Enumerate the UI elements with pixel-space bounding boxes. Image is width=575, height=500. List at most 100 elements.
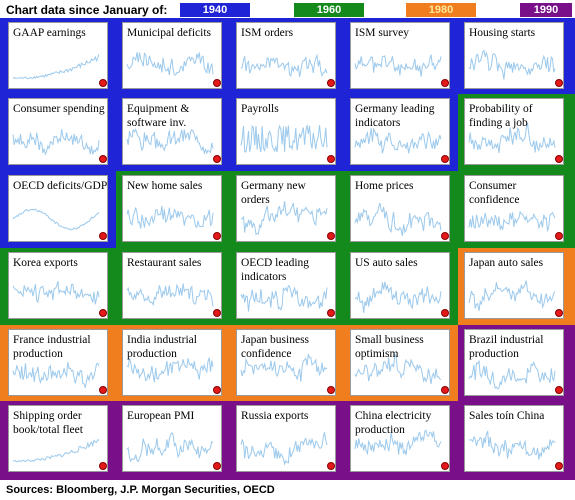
sparkline-chart: [354, 429, 442, 456]
panel-label: Consumer confidence: [469, 180, 520, 206]
panel-us-auto-sales: US auto sales: [350, 252, 450, 319]
panel-label: New home sales: [127, 180, 203, 192]
panel-germany-leading-indicators: Germany leading indicators: [350, 98, 450, 165]
latest-value-marker: [441, 232, 449, 240]
panel-small-business-optimism: Small business optimism: [350, 329, 450, 396]
latest-value-marker: [99, 309, 107, 317]
latest-value-marker: [327, 232, 335, 240]
latest-value-marker: [555, 232, 563, 240]
panel-european-pmi: European PMI: [122, 405, 222, 472]
latest-value-marker: [555, 309, 563, 317]
latest-value-marker: [441, 386, 449, 394]
sparkline-chart: [468, 359, 556, 390]
sparkline-chart: [354, 202, 442, 236]
panel-label: Home prices: [355, 180, 414, 192]
panel-label: France industrial production: [13, 334, 91, 360]
panel-france-industrial-production: France industrial production: [8, 329, 108, 396]
latest-value-marker: [99, 155, 107, 163]
panel-equipment-software-inv: Equipment & software inv.: [122, 98, 222, 165]
sparkline-chart: [468, 123, 556, 153]
panel-label: Sales toín China: [469, 410, 545, 422]
sparkline-series: [126, 52, 214, 76]
sparkline-chart: [354, 353, 442, 384]
sparkline-series: [240, 124, 328, 153]
sparkline-series: [468, 49, 556, 80]
latest-value-marker: [441, 79, 449, 87]
latest-value-marker: [213, 386, 221, 394]
panel-label: ISM survey: [355, 27, 409, 39]
latest-value-marker: [213, 462, 221, 470]
sparkline-chart: [468, 49, 556, 80]
sparkline-chart: [240, 124, 328, 153]
sparkline-series: [354, 202, 442, 236]
sparkline-series: [354, 429, 442, 456]
panel-russia-exports: Russia exports: [236, 405, 336, 472]
panel-label: ISM orders: [241, 27, 294, 39]
panel-new-home-sales: New home sales: [122, 175, 222, 242]
sparkline-series: [240, 352, 328, 382]
sparkline-chart: [354, 127, 442, 154]
latest-value-marker: [327, 462, 335, 470]
panel-germany-new-orders: Germany new orders: [236, 175, 336, 242]
sparkline-series: [126, 432, 214, 463]
sparkline-series: [12, 129, 100, 156]
sparkline-series: [12, 208, 100, 231]
panel-label: Consumer spending: [13, 103, 105, 115]
panel-brazil-industrial-production: Brazil industrial production: [464, 329, 564, 396]
sparkline-series: [468, 280, 556, 312]
latest-value-marker: [213, 79, 221, 87]
panel-label: Germany leading indicators: [355, 103, 435, 129]
sparkline-chart: [126, 128, 214, 155]
panel-municipal-deficits: Municipal deficits: [122, 22, 222, 89]
panel-label: OECD deficits/GDP: [13, 180, 108, 192]
panel-sales-to-n-china: Sales toín China: [464, 405, 564, 472]
panel-label: Restaurant sales: [127, 257, 202, 269]
sparkline-series: [12, 281, 100, 305]
panel-label: GAAP earnings: [13, 27, 86, 39]
panel-shipping-order-book-total-fleet: Shipping order book/total fleet: [8, 405, 108, 472]
panel-china-electricity-production: China electricity production: [350, 405, 450, 472]
latest-value-marker: [441, 155, 449, 163]
sparkline-chart: [126, 283, 214, 307]
sparkline-chart: [240, 53, 328, 78]
panel-label: Brazil industrial production: [469, 334, 544, 360]
legend-swatch-1940: 1940: [180, 3, 250, 17]
sparkline-chart: [126, 52, 214, 76]
latest-value-marker: [555, 386, 563, 394]
panel-label: Probability of finding a job: [469, 103, 533, 129]
sparkline-series: [468, 210, 556, 232]
sparkline-chart: [126, 205, 214, 229]
sparkline-chart: [12, 53, 100, 80]
latest-value-marker: [327, 155, 335, 163]
latest-value-marker: [99, 232, 107, 240]
panel-gaap-earnings: GAAP earnings: [8, 22, 108, 89]
legend-title: Chart data since January of:: [6, 3, 168, 17]
legend-swatch-1990: 1990: [520, 3, 572, 17]
latest-value-marker: [99, 462, 107, 470]
legend-swatch-1960: 1960: [294, 3, 364, 17]
panel-label: India industrial production: [127, 334, 197, 360]
panel-label: China electricity production: [355, 410, 432, 436]
panel-label: US auto sales: [355, 257, 418, 269]
panel-label: Municipal deficits: [127, 27, 211, 39]
latest-value-marker: [441, 309, 449, 317]
panel-probability-of-finding-a-job: Probability of finding a job: [464, 98, 564, 165]
chart-header: Chart data since January of: 1940 1960 198…: [0, 0, 575, 22]
latest-value-marker: [327, 386, 335, 394]
sparkline-series: [126, 357, 214, 383]
sparkline-series: [240, 201, 328, 236]
sparkline-series: [468, 123, 556, 153]
sparkline-series: [126, 283, 214, 307]
legend-swatch-1980: 1980: [406, 3, 476, 17]
sparkline-series: [126, 205, 214, 229]
latest-value-marker: [555, 79, 563, 87]
latest-value-marker: [213, 309, 221, 317]
panel-oecd-deficits-gdp: OECD deficits/GDP: [8, 175, 108, 242]
panel-consumer-confidence: Consumer confidence: [464, 175, 564, 242]
sparkline-chart: [240, 201, 328, 236]
sparkline-chart: [12, 362, 100, 388]
sparkline-series: [468, 359, 556, 390]
sparkline-series: [240, 284, 328, 312]
latest-value-marker: [99, 386, 107, 394]
sparkline-chart: [240, 352, 328, 382]
